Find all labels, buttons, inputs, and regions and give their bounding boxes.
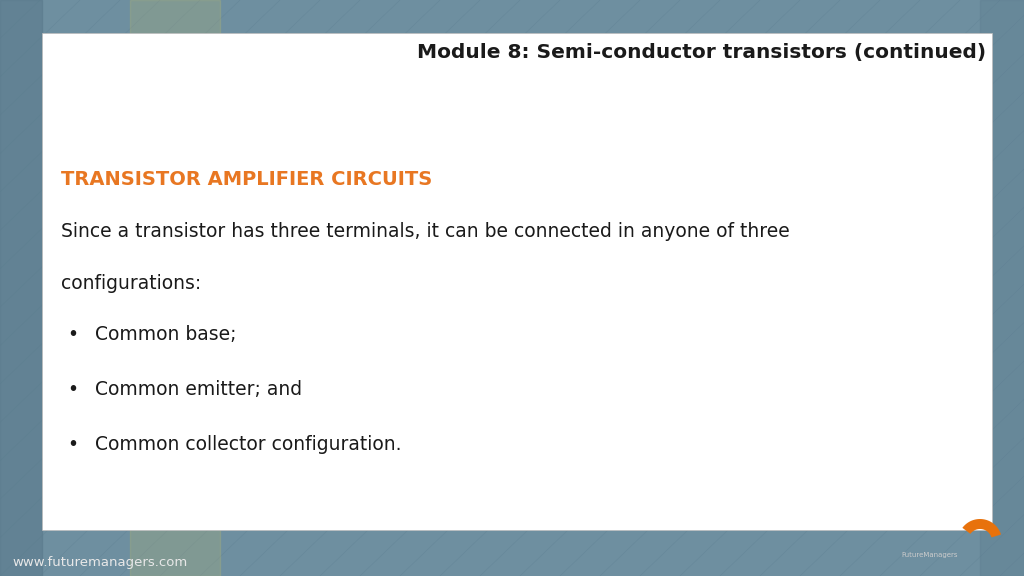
Text: TRANSISTOR AMPLIFIER CIRCUITS: TRANSISTOR AMPLIFIER CIRCUITS (61, 170, 433, 189)
Text: Since a transistor has three terminals, it can be connected in anyone of three: Since a transistor has three terminals, … (61, 222, 791, 241)
Text: www.futuremanagers.com: www.futuremanagers.com (12, 556, 187, 569)
Text: FutureManagers: FutureManagers (901, 552, 958, 558)
Text: •: • (68, 325, 79, 344)
Text: Common collector configuration.: Common collector configuration. (95, 435, 401, 454)
Text: Module 8: Semi-conductor transistors (continued): Module 8: Semi-conductor transistors (co… (417, 43, 986, 62)
Text: Common base;: Common base; (95, 325, 237, 344)
Text: configurations:: configurations: (61, 274, 202, 293)
FancyBboxPatch shape (42, 33, 992, 530)
Text: •: • (68, 435, 79, 454)
Text: Common emitter; and: Common emitter; and (95, 380, 302, 399)
Text: •: • (68, 380, 79, 399)
Polygon shape (963, 519, 1001, 537)
